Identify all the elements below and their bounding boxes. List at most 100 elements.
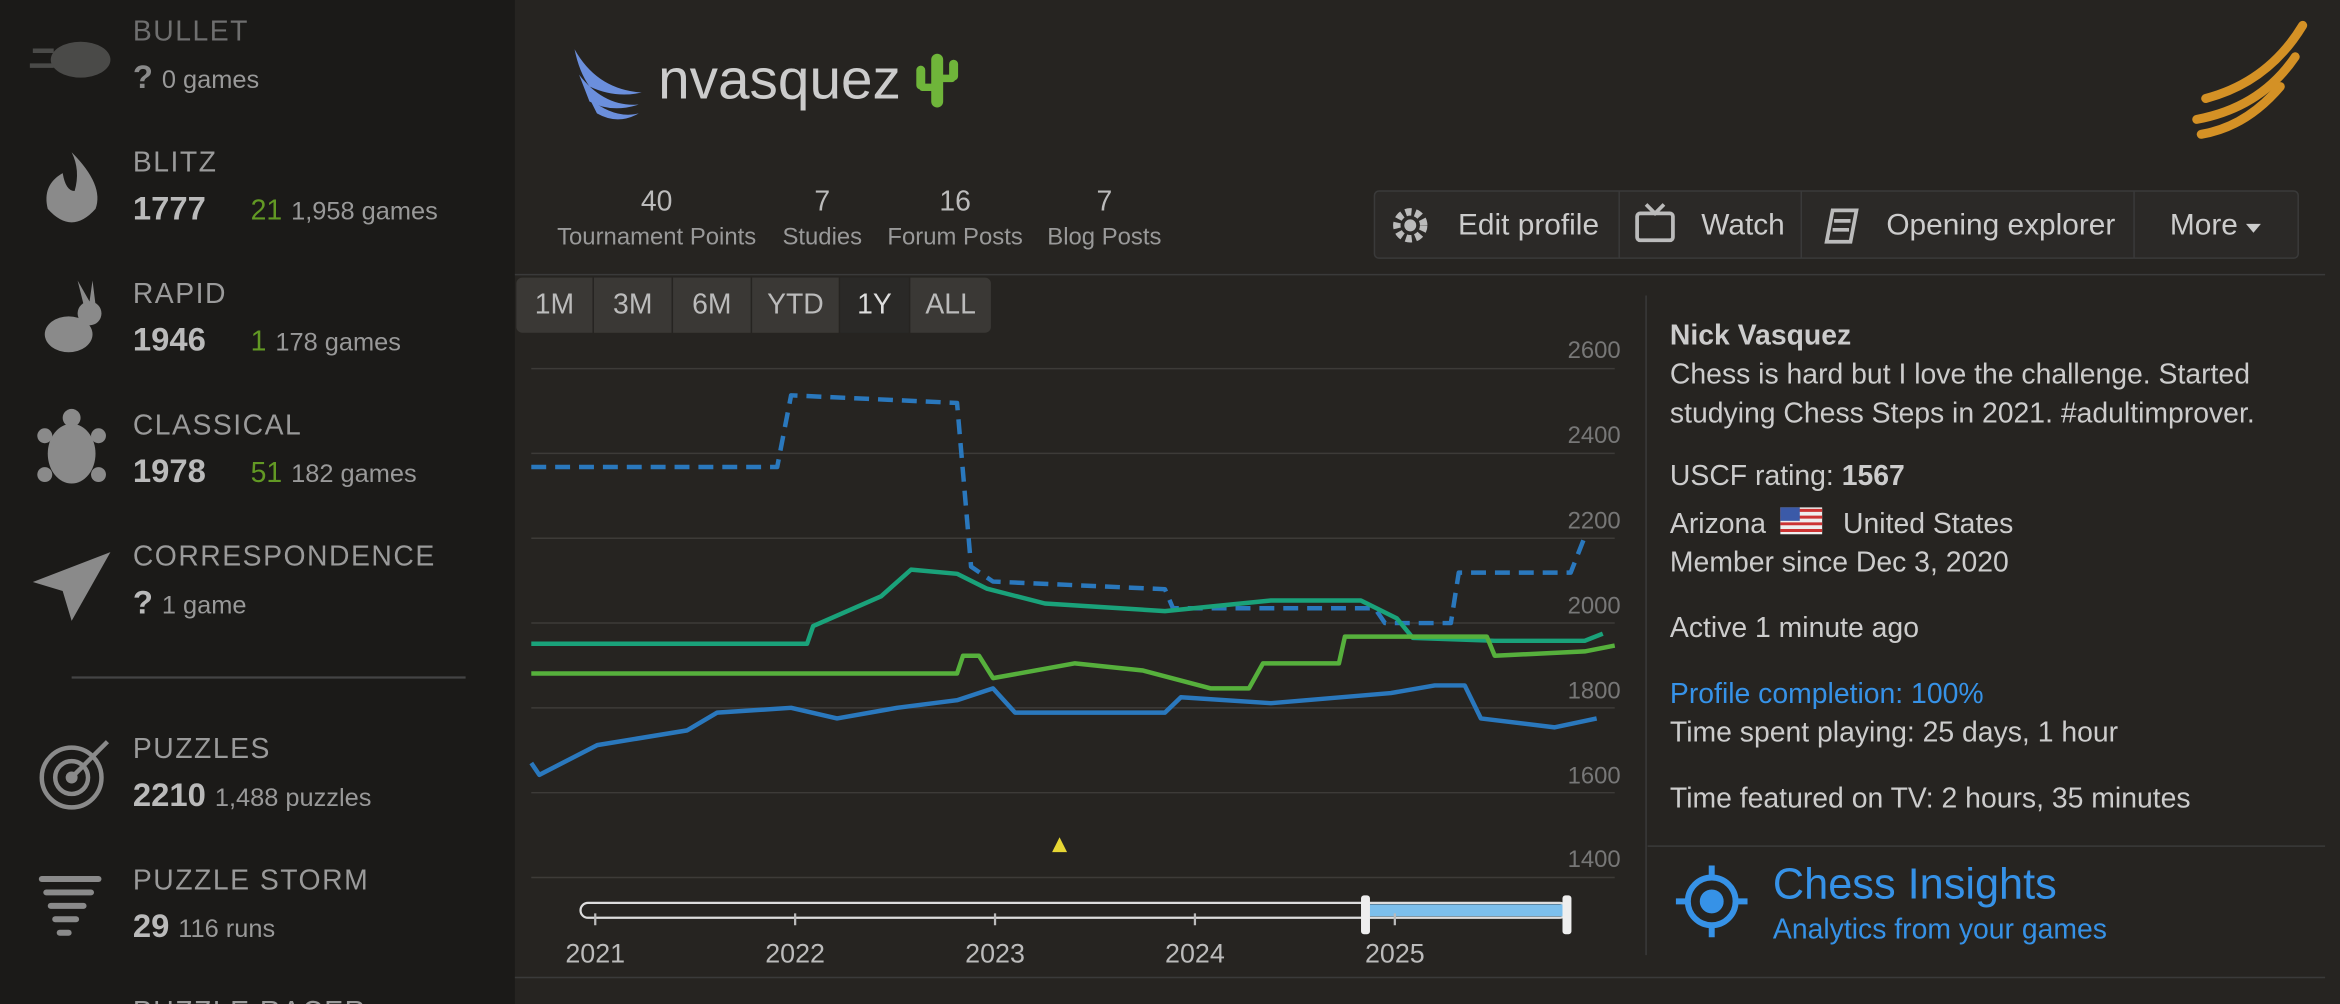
- perf-icon: [44, 280, 102, 353]
- perf-name: CORRESPONDENCE: [132, 541, 436, 573]
- perf-progress: 21: [250, 195, 283, 227]
- icon-part: [29, 48, 54, 68]
- perf-line: 1978 51 182 games: [133, 452, 417, 492]
- range-button[interactable]: 6M: [673, 277, 751, 333]
- range-selection: [1365, 904, 1567, 917]
- y-tick-label: 2200: [1567, 508, 1621, 535]
- perf-rating: 29: [132, 907, 170, 945]
- user-logo: [574, 49, 642, 120]
- perf-line: 1946 1 178 games: [133, 321, 401, 361]
- y-tick-label: 1400: [1567, 848, 1621, 874]
- icon-part: [77, 280, 96, 305]
- range-button[interactable]: 3M: [593, 277, 672, 333]
- slider-handle[interactable]: [1361, 895, 1370, 935]
- uscf-rating: 1567: [1841, 461, 1905, 493]
- stat-value: 40: [640, 185, 673, 218]
- icon-part: [44, 316, 93, 353]
- action-button[interactable]: Edit profile: [1458, 208, 1600, 242]
- site-logo: [2192, 20, 2308, 139]
- country: United States: [1843, 508, 2014, 540]
- x-tick-label: 2025: [1364, 938, 1425, 969]
- insights-icon: [1675, 865, 1748, 938]
- perf-games: 1 game: [161, 590, 247, 620]
- rating-line: [529, 683, 1598, 778]
- stat-label: Studies: [782, 225, 863, 252]
- icon-part: [91, 467, 106, 483]
- perf-line: ? 0 games: [133, 58, 259, 97]
- range-button[interactable]: 1Y: [840, 277, 909, 333]
- range-button[interactable]: YTD: [752, 277, 839, 333]
- perf-rating: 1978: [132, 452, 206, 490]
- perf-icon: [37, 408, 106, 484]
- icon-part: [62, 408, 81, 427]
- insights-subtitle: Analytics from your games: [1772, 914, 2107, 946]
- action-button[interactable]: Watch: [1701, 208, 1785, 242]
- action-button[interactable]: More: [2169, 208, 2238, 242]
- perf-icon: [29, 41, 111, 78]
- icon-part: [50, 41, 111, 78]
- perf-icon: [38, 876, 102, 936]
- perf-games: 1,488 puzzles: [214, 783, 372, 812]
- stat-value: 7: [814, 185, 831, 218]
- range-button[interactable]: 1M: [516, 277, 593, 333]
- icon-part: [37, 428, 53, 444]
- region: Arizona: [1669, 508, 1767, 540]
- y-tick-label: 2600: [1567, 339, 1621, 365]
- x-tick-label: 2024: [1165, 938, 1225, 969]
- y-tick-label: 1800: [1567, 678, 1621, 704]
- perf-games: 116 runs: [178, 914, 276, 944]
- perf-games: 1,958 games: [291, 196, 438, 226]
- progress-arrow: [215, 458, 242, 482]
- action-bar: [1373, 190, 2299, 259]
- profile-completion[interactable]: Profile completion: 100%: [1669, 678, 1984, 710]
- x-tick-label: 2023: [965, 938, 1025, 969]
- perf-line: ? 1 game: [133, 584, 247, 623]
- icon-part: [39, 745, 104, 810]
- perf-games: 0 games: [161, 65, 260, 95]
- icon-part: [46, 152, 98, 223]
- icon-part: [32, 552, 111, 621]
- perf-progress: 1: [250, 326, 267, 359]
- gear-icon: [1393, 208, 1428, 243]
- perf-games: 178 games: [275, 328, 401, 357]
- perf-name: PUZZLES: [132, 733, 271, 765]
- perf-name: RAPID: [132, 278, 227, 310]
- rating-line: [531, 393, 1587, 626]
- progress-arrow: [215, 195, 242, 219]
- range-button[interactable]: ALL: [910, 277, 991, 333]
- cactus-icon: [916, 53, 959, 108]
- x-tick-label: 2022: [765, 938, 825, 969]
- perf-line: 1777 21 1,958 games: [133, 190, 438, 230]
- perf-games: 182 games: [291, 459, 417, 488]
- perf-name: PUZZLE STORM: [132, 864, 370, 897]
- insights-title[interactable]: Chess Insights: [1772, 860, 2057, 909]
- perf-name: PUZZLE RACER: [133, 996, 367, 1004]
- y-tick-label: 1600: [1567, 763, 1621, 789]
- perf-icon: [39, 740, 110, 810]
- slider-handle[interactable]: [1562, 895, 1572, 935]
- perf-rating: 1777: [132, 189, 206, 227]
- rating-line: [531, 634, 1616, 691]
- perf-rating: 2210: [132, 776, 206, 814]
- rating-line: [531, 567, 1604, 647]
- stat-value: 16: [939, 185, 971, 218]
- progress-arrow: [215, 327, 242, 351]
- icon-part: [77, 301, 102, 326]
- y-tick-label: 2000: [1567, 593, 1621, 620]
- perf-rating: ?: [132, 58, 153, 96]
- stat-label: Tournament Points: [557, 225, 757, 252]
- icon-part: [91, 428, 106, 444]
- perf-icon: [32, 552, 111, 621]
- action-button[interactable]: Opening explorer: [1886, 208, 2116, 242]
- profile-bio: Chess is hard but I love the challenge. …: [1669, 359, 2255, 430]
- icon-part: [52, 758, 91, 797]
- time-playing: Time spent playing: 25 days, 1 hour: [1669, 717, 2119, 749]
- book-icon: [1824, 208, 1859, 244]
- stat-label: Forum Posts: [887, 225, 1023, 252]
- x-tick-label: 2021: [565, 938, 626, 969]
- event-marker: [1052, 837, 1068, 853]
- tv-icon: [1635, 203, 1675, 243]
- stat-label: Blog Posts: [1047, 225, 1162, 252]
